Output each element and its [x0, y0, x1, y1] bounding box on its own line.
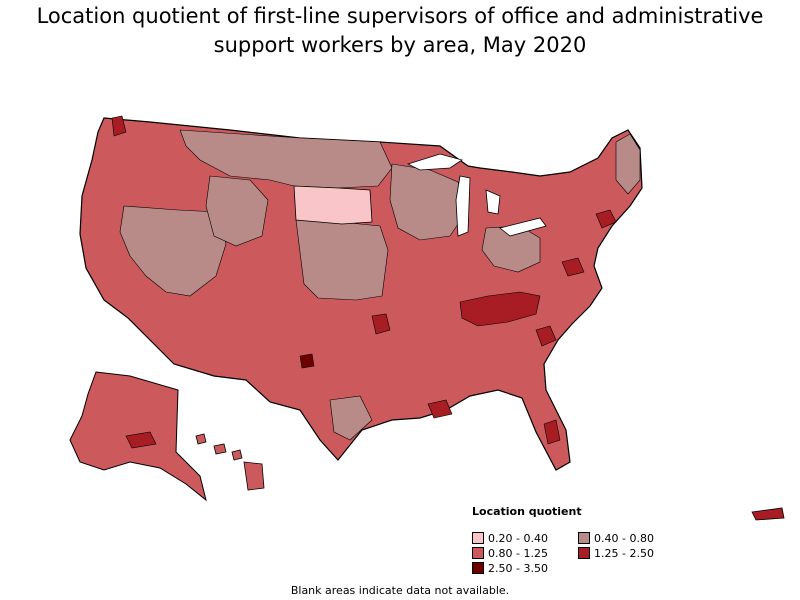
- oklahoma-area: [371, 313, 391, 335]
- washington-area: [111, 115, 127, 137]
- legend-item: 0.80 - 1.25: [472, 547, 548, 560]
- legend-item: 0.20 - 0.40: [472, 532, 548, 545]
- legend-swatch: [472, 547, 484, 559]
- legend-swatch: [578, 532, 590, 544]
- northeast-corridor-area: [595, 209, 617, 229]
- south-texas-region: [329, 395, 373, 441]
- legend-label: 2.50 - 3.50: [488, 562, 548, 575]
- highest-quotient-area: [299, 353, 315, 369]
- carolinas-area: [535, 325, 557, 347]
- legend-swatch: [472, 532, 484, 544]
- great-lakes: [406, 153, 547, 237]
- maine-region: [615, 133, 641, 195]
- great-basin-region: [119, 205, 227, 297]
- legend-label: 0.40 - 0.80: [594, 532, 654, 545]
- hawaii-islands: [195, 433, 265, 491]
- legend-item: 1.25 - 2.50: [578, 547, 654, 560]
- legend-label: 1.25 - 2.50: [594, 547, 654, 560]
- legend-item: 2.50 - 3.50: [472, 562, 548, 575]
- virginia-area: [561, 257, 585, 277]
- south-dakota-region: [293, 185, 373, 225]
- map-title: Location quotient of first-line supervis…: [36, 4, 764, 57]
- footnote: Blank areas indicate data not available.: [290, 584, 510, 597]
- legend-item: 0.40 - 0.80: [578, 532, 654, 545]
- florida-area: [543, 419, 561, 445]
- louisiana-area: [427, 399, 453, 419]
- legend-swatch: [472, 562, 484, 574]
- alaska-anchorage-area: [125, 431, 157, 449]
- legend-title: Location quotient: [472, 505, 582, 518]
- western-mountains-region: [205, 175, 269, 247]
- upper-midwest-region: [389, 163, 467, 241]
- legend-label: 0.20 - 0.40: [488, 532, 548, 545]
- puerto-rico: [751, 507, 785, 521]
- legend-swatch: [578, 547, 590, 559]
- kentucky-tennessee-region: [459, 291, 541, 327]
- legend-label: 0.80 - 1.25: [488, 547, 548, 560]
- central-plains-region: [295, 219, 389, 301]
